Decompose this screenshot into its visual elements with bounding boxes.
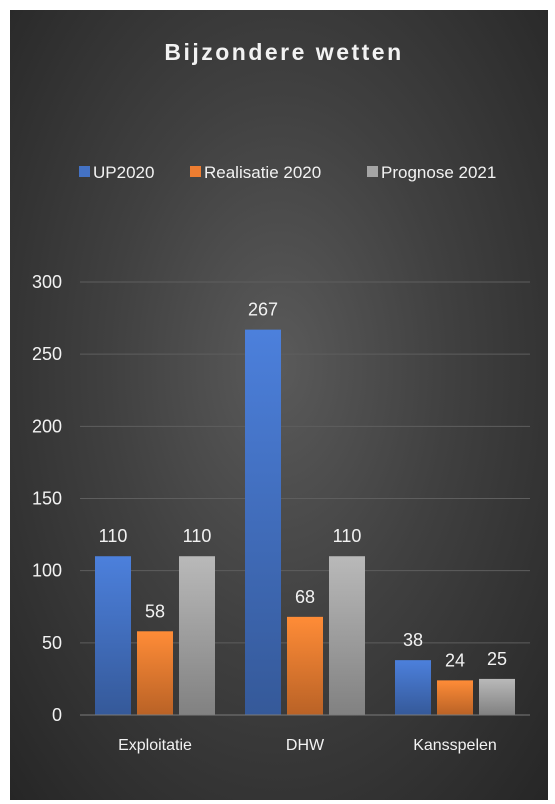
chart-title: Bijzondere wetten (164, 39, 403, 65)
legend-label-up2020: UP2020 (93, 163, 154, 182)
bar-dhw-realisatie-2020 (287, 616, 323, 715)
legend: UP2020 Realisatie 2020 Prognose 2021 (79, 163, 496, 182)
y-tick-label: 0 (52, 705, 62, 725)
legend-swatch-realisatie-2020 (190, 166, 201, 177)
bar-kansspelen-prognose-2021 (479, 678, 515, 715)
bar-kansspelen-realisatie-2020 (437, 680, 473, 715)
y-tick-label: 200 (32, 416, 62, 436)
data-label-exploitatie-prognose-2021: 110 (183, 526, 212, 546)
chart-area: Bijzondere wetten UP2020 Realisatie 2020 P… (10, 10, 548, 800)
data-labels: 110 58 110 267 68 110 38 24 25 (99, 300, 507, 671)
bars (95, 329, 515, 715)
data-label-kansspelen-prognose-2021: 25 (487, 649, 507, 669)
data-label-kansspelen-up2020: 38 (403, 630, 423, 650)
data-label-dhw-up2020: 267 (248, 300, 278, 320)
y-tick-label: 100 (32, 561, 62, 581)
bar-kansspelen-up2020 (395, 660, 431, 715)
bar-dhw-up2020 (245, 329, 281, 715)
legend-label-realisatie-2020: Realisatie 2020 (204, 163, 321, 182)
data-label-dhw-realisatie-2020: 68 (295, 587, 315, 607)
data-label-exploitatie-realisatie-2020: 58 (145, 601, 165, 621)
bar-chart: Bijzondere wetten UP2020 Realisatie 2020 P… (32, 39, 530, 754)
y-tick-label: 250 (32, 344, 62, 364)
x-category-label: Exploitatie (118, 737, 192, 754)
data-label-kansspelen-realisatie-2020: 24 (445, 650, 465, 670)
legend-swatch-up2020 (79, 166, 90, 177)
bar-dhw-prognose-2021 (329, 556, 365, 715)
y-tick-label: 50 (42, 633, 62, 653)
legend-swatch-prognose-2021 (367, 166, 378, 177)
bar-exploitatie-prognose-2021 (179, 556, 215, 715)
y-tick-label: 150 (32, 489, 62, 509)
x-category-label: DHW (286, 737, 325, 754)
data-label-dhw-prognose-2021: 110 (333, 526, 362, 546)
legend-label-prognose-2021: Prognose 2021 (381, 163, 496, 182)
x-axis: Exploitatie DHW Kansspelen (80, 714, 530, 754)
data-label-exploitatie-up2020: 110 (99, 526, 128, 546)
gridlines (80, 281, 530, 644)
y-tick-label: 300 (32, 272, 62, 292)
y-axis: 0 50 100 150 200 250 300 (32, 272, 62, 725)
bar-exploitatie-realisatie-2020 (137, 631, 173, 715)
bar-exploitatie-up2020 (95, 556, 131, 715)
x-category-label: Kansspelen (413, 737, 497, 754)
